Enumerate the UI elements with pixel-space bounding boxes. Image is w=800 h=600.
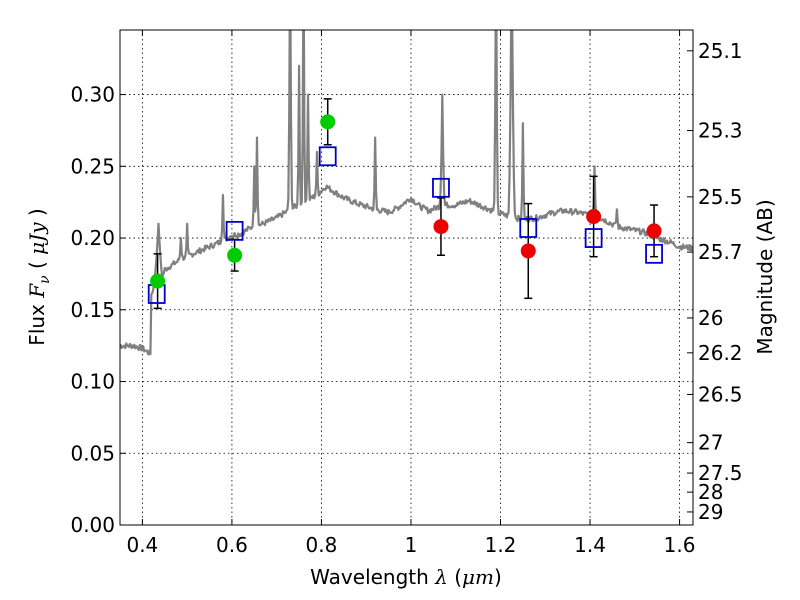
y-axis-subscript: ν — [37, 275, 53, 284]
y2-axis-title: Magnitude (AB) — [753, 199, 777, 354]
y-tick-label: 0.15 — [70, 298, 115, 322]
model-square-point — [584, 228, 603, 248]
y-tick-label: 0.25 — [70, 154, 115, 178]
red-data-point — [433, 219, 449, 235]
x-axis-open-paren: ( — [448, 565, 462, 589]
plot-frame — [119, 29, 694, 526]
green-data-point — [227, 247, 243, 263]
x-tick-label: 1.6 — [664, 533, 696, 557]
y2-tick-label: 25.1 — [698, 39, 743, 63]
y-axis-title: Flux Fν ( μJy ) — [25, 208, 53, 345]
y2-tick-label: 26.2 — [698, 341, 743, 365]
y2-tick-label: 25.5 — [698, 185, 743, 209]
y-tick-label: 0.20 — [70, 226, 115, 250]
red-data-point — [520, 243, 536, 259]
y-tick-label: 0.10 — [70, 370, 115, 394]
model-square-point — [318, 146, 337, 167]
red-data-point — [586, 209, 602, 225]
y-axis-open-paren: ( — [25, 255, 49, 276]
axis-ticks: 0.4 0.6 0.8 1 1.2 1.4 1.6 0.00 0.05 0.10 0.15 0.20 0… — [70, 30, 743, 557]
model-square-point — [519, 218, 538, 238]
grid-lines — [120, 30, 693, 526]
x-axis-close-paren: ) — [494, 565, 502, 589]
y-tick-label: 0.30 — [70, 83, 115, 107]
y-tick-label: 0.00 — [70, 513, 115, 537]
y-axis-close-paren: ) — [25, 208, 49, 222]
y2-tick-label: 27.5 — [698, 461, 743, 485]
spectrum-line — [120, 30, 693, 356]
y2-tick-label: 25.7 — [698, 240, 743, 264]
x-axis-symbol: λ — [434, 565, 448, 589]
x-tick-label: 0.4 — [126, 533, 158, 557]
y-axis-unit: μJy — [25, 222, 49, 255]
x-axis-title-prefix: Wavelength — [310, 565, 435, 589]
x-tick-label: 1.4 — [574, 533, 606, 557]
y2-tick-label: 26 — [698, 306, 723, 330]
y2-tick-label: 26.5 — [698, 382, 743, 406]
y-tick-label: 0.05 — [70, 441, 115, 465]
x-tick-label: 1 — [405, 533, 418, 557]
plot-area — [120, 30, 693, 356]
y2-tick-label: 25.3 — [698, 119, 743, 143]
model-square-point — [432, 177, 450, 198]
model-square-point — [645, 243, 663, 264]
red-data-point — [646, 223, 662, 239]
x-tick-label: 0.6 — [216, 533, 248, 557]
y2-tick-label: 27 — [698, 431, 723, 455]
x-tick-label: 0.8 — [306, 533, 338, 557]
model-square-point — [225, 220, 244, 241]
x-axis-title: Wavelength λ (μm) — [310, 565, 502, 589]
green-data-point — [150, 273, 166, 289]
y2-tick-label: 28 — [698, 480, 723, 504]
green-data-point — [320, 114, 336, 130]
y2-tick-label: 29 — [698, 500, 723, 524]
y-axis-symbol: F — [25, 283, 49, 299]
y-axis-title-prefix: Flux — [25, 298, 49, 346]
x-axis-unit: μm — [462, 565, 494, 589]
x-tick-label: 1.2 — [485, 533, 517, 557]
